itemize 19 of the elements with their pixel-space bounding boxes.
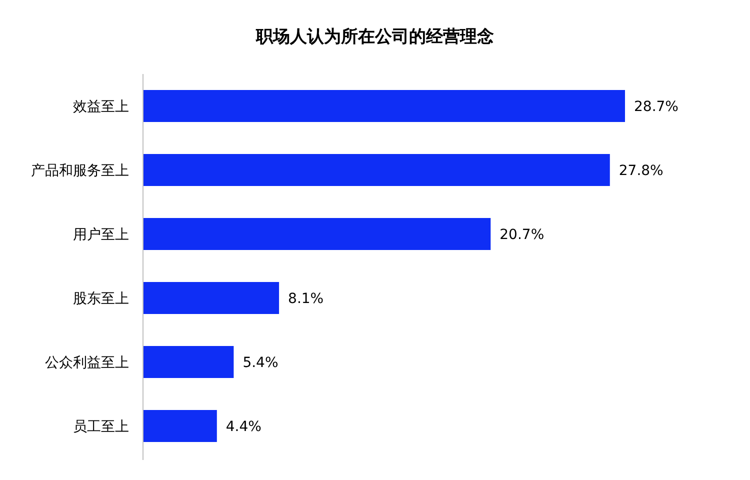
- bar: [143, 154, 610, 186]
- bar: [143, 410, 217, 442]
- chart-title: 职场人认为所在公司的经营理念: [255, 27, 494, 47]
- y-tick-label: 用户至上: [73, 227, 129, 243]
- data-label: 8.1%: [288, 291, 324, 307]
- y-tick-label: 效益至上: [73, 99, 129, 115]
- data-label: 28.7%: [634, 99, 678, 115]
- y-tick-label: 员工至上: [73, 419, 129, 435]
- y-tick-label: 产品和服务至上: [31, 163, 129, 179]
- data-label: 4.4%: [226, 419, 262, 435]
- bar: [143, 346, 234, 378]
- bar: [143, 218, 491, 250]
- y-tick-label: 公众利益至上: [45, 355, 129, 371]
- y-tick-label: 股东至上: [73, 291, 129, 307]
- data-label: 5.4%: [242, 355, 278, 371]
- data-label: 20.7%: [500, 227, 544, 243]
- data-label: 27.8%: [618, 163, 664, 179]
- bar: [143, 90, 625, 122]
- bar: [143, 282, 280, 314]
